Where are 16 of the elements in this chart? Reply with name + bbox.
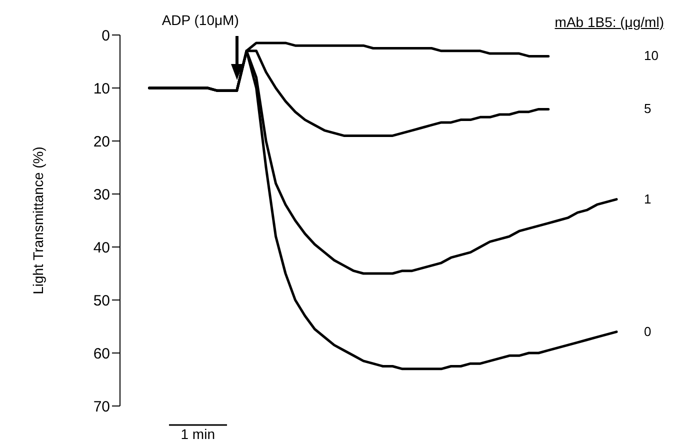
text: 0 — [644, 324, 652, 339]
y-axis-title: Light Transmittance (%) — [30, 146, 46, 294]
y-tick-label: 70 — [93, 398, 110, 416]
text: ADP (10μM) — [162, 12, 239, 28]
y-tick-label: 0 — [102, 27, 110, 44]
y-tick-label: 50 — [93, 292, 110, 310]
y-tick-label: 40 — [93, 239, 110, 256]
y-tick-label: 10 — [93, 80, 110, 98]
legend-title: mAb 1B5: (μg/ml) — [554, 14, 664, 30]
text: 5 — [644, 101, 652, 116]
y-tick-label: 60 — [93, 345, 110, 362]
text: 10 — [644, 48, 658, 64]
text: 1 — [644, 191, 652, 206]
y-tick-label: 20 — [93, 133, 110, 150]
y-tick-label: 30 — [93, 186, 110, 204]
text: 1 min — [180, 426, 216, 442]
